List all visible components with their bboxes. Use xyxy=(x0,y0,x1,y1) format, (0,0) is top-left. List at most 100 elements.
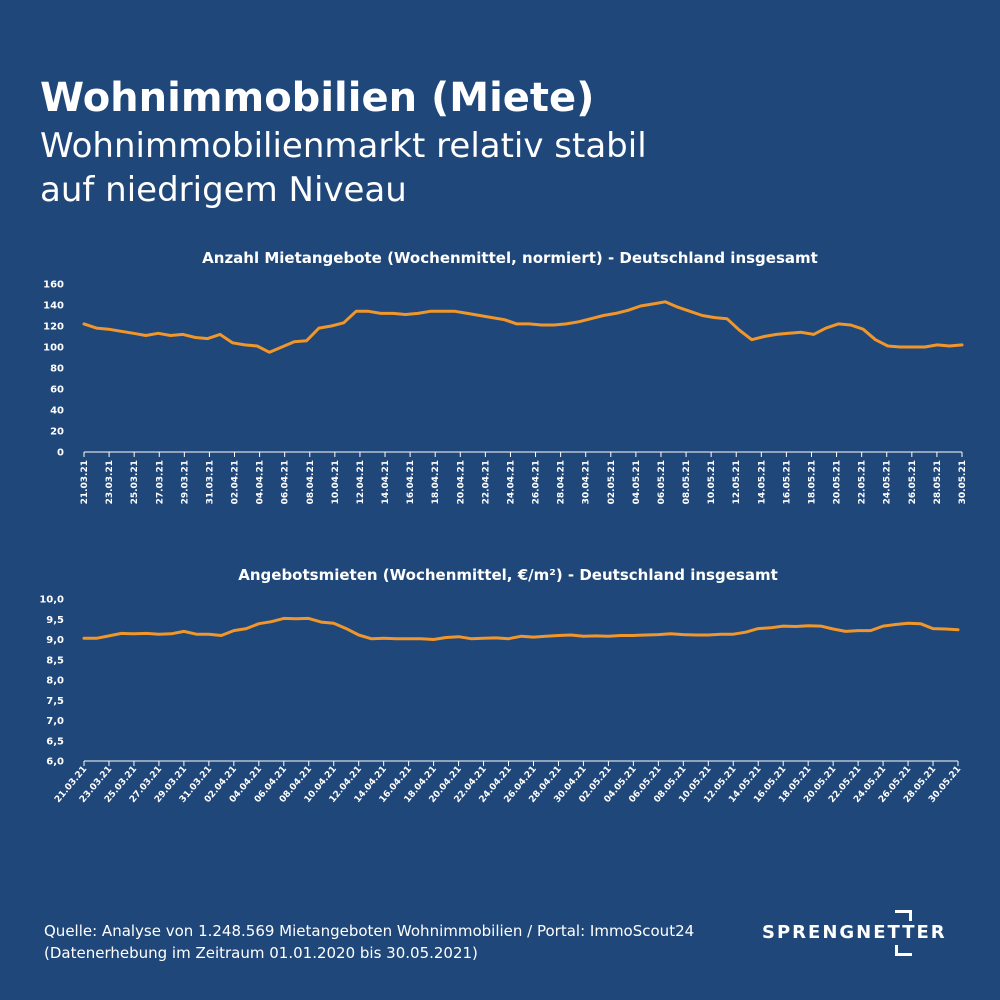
source-line-1: Quelle: Analyse von 1.248.569 Mietangebo… xyxy=(44,922,695,940)
x-tick-label: 23.03.21 xyxy=(105,460,115,504)
x-tick-label: 02.04.21 xyxy=(231,460,241,504)
x-tick-label: 02.05.21 xyxy=(607,460,617,504)
data-point xyxy=(482,637,485,640)
y-tick-label: 10,0 xyxy=(39,595,64,606)
data-point xyxy=(644,633,648,637)
data-point xyxy=(207,633,211,636)
data-point xyxy=(861,328,865,331)
page-subtitle: Wohnimmobilienmarkt relativ stabil auf n… xyxy=(40,124,940,212)
data-point xyxy=(528,322,531,326)
y-tick-label: 100 xyxy=(43,343,64,354)
data-point xyxy=(255,344,259,348)
data-point xyxy=(948,344,951,348)
data-point xyxy=(886,344,889,348)
data-point xyxy=(812,333,815,336)
data-point xyxy=(157,332,160,335)
data-point xyxy=(107,328,110,331)
data-point xyxy=(382,637,385,640)
data-point xyxy=(379,312,382,315)
data-point xyxy=(220,634,223,637)
y-tick-label: 80 xyxy=(50,364,64,375)
data-point xyxy=(419,637,423,640)
x-tick-label: 22.05.21 xyxy=(858,460,868,504)
data-point xyxy=(293,340,296,343)
data-point xyxy=(515,322,518,326)
data-point xyxy=(782,624,785,628)
data-point xyxy=(750,338,753,341)
x-tick-label: 10.05.21 xyxy=(707,460,717,504)
x-tick-label: 08.04.21 xyxy=(306,460,316,504)
chart-title: Angebotsmieten (Wochenmittel, €/m²) - De… xyxy=(238,566,778,584)
data-point xyxy=(931,627,935,630)
data-point xyxy=(725,317,729,320)
x-tick-label: 31.03.21 xyxy=(205,460,215,504)
data-point xyxy=(354,310,358,313)
data-point xyxy=(819,624,822,628)
data-point xyxy=(268,351,271,354)
data-point xyxy=(701,314,704,317)
x-tick-label: 06.05.21 xyxy=(657,460,667,504)
x-tick-label: 29.03.21 xyxy=(180,460,190,504)
data-point xyxy=(519,635,523,638)
x-tick-label: 04.05.21 xyxy=(632,460,642,504)
data-point xyxy=(195,633,198,636)
data-point xyxy=(444,636,448,639)
data-point xyxy=(317,326,321,330)
data-point xyxy=(145,632,148,635)
x-tick-label: 18.05.21 xyxy=(807,460,817,504)
data-point xyxy=(342,321,345,324)
data-point xyxy=(243,343,246,347)
data-point xyxy=(619,634,623,637)
data-point xyxy=(632,634,635,637)
data-point xyxy=(769,626,772,629)
data-point xyxy=(429,310,432,313)
subtitle-line-2: auf niedrigem Niveau xyxy=(40,170,407,210)
x-tick-label: 14.05.21 xyxy=(757,460,767,504)
chart-title: Anzahl Mietangebote (Wochenmittel, normi… xyxy=(202,249,818,267)
data-point xyxy=(762,335,766,338)
data-point xyxy=(800,331,803,334)
data-point xyxy=(738,329,741,332)
source-line-2: (Datenerhebung im Zeitraum 01.01.2020 bi… xyxy=(44,944,478,962)
data-point xyxy=(370,637,373,640)
data-point xyxy=(856,629,860,632)
data-point xyxy=(787,332,791,335)
data-point xyxy=(919,622,922,625)
y-tick-label: 9,5 xyxy=(46,615,64,626)
logo-bracket-bottom-icon xyxy=(895,945,912,956)
data-point xyxy=(257,622,260,625)
data-point xyxy=(107,634,111,638)
x-tick-label: 12.04.21 xyxy=(356,460,366,504)
y-tick-label: 160 xyxy=(43,280,64,291)
data-point xyxy=(282,617,285,620)
data-point xyxy=(394,637,398,640)
data-point xyxy=(807,624,810,627)
y-tick-label: 120 xyxy=(43,322,64,333)
y-tick-label: 7,5 xyxy=(46,696,64,707)
data-point xyxy=(906,622,910,625)
data-point xyxy=(694,633,697,637)
data-point xyxy=(392,312,395,315)
data-point xyxy=(332,622,335,625)
y-tick-label: 0 xyxy=(57,448,64,459)
x-tick-label: 27.03.21 xyxy=(155,460,165,504)
x-tick-label: 12.05.21 xyxy=(732,460,742,504)
data-point xyxy=(869,629,872,632)
y-tick-label: 8,0 xyxy=(46,676,64,687)
y-tick-label: 140 xyxy=(43,301,64,312)
data-point xyxy=(320,620,323,624)
data-point xyxy=(503,318,506,321)
data-point xyxy=(132,332,135,335)
data-point xyxy=(132,632,136,635)
data-point xyxy=(457,635,460,638)
data-point xyxy=(881,624,885,628)
data-point xyxy=(507,637,510,640)
data-point xyxy=(245,627,248,630)
data-point xyxy=(757,627,760,630)
y-tick-label: 7,0 xyxy=(46,716,64,727)
data-point xyxy=(194,336,197,339)
data-point xyxy=(594,634,598,638)
data-point xyxy=(732,633,735,636)
data-point xyxy=(182,630,186,633)
data-point xyxy=(614,312,617,315)
